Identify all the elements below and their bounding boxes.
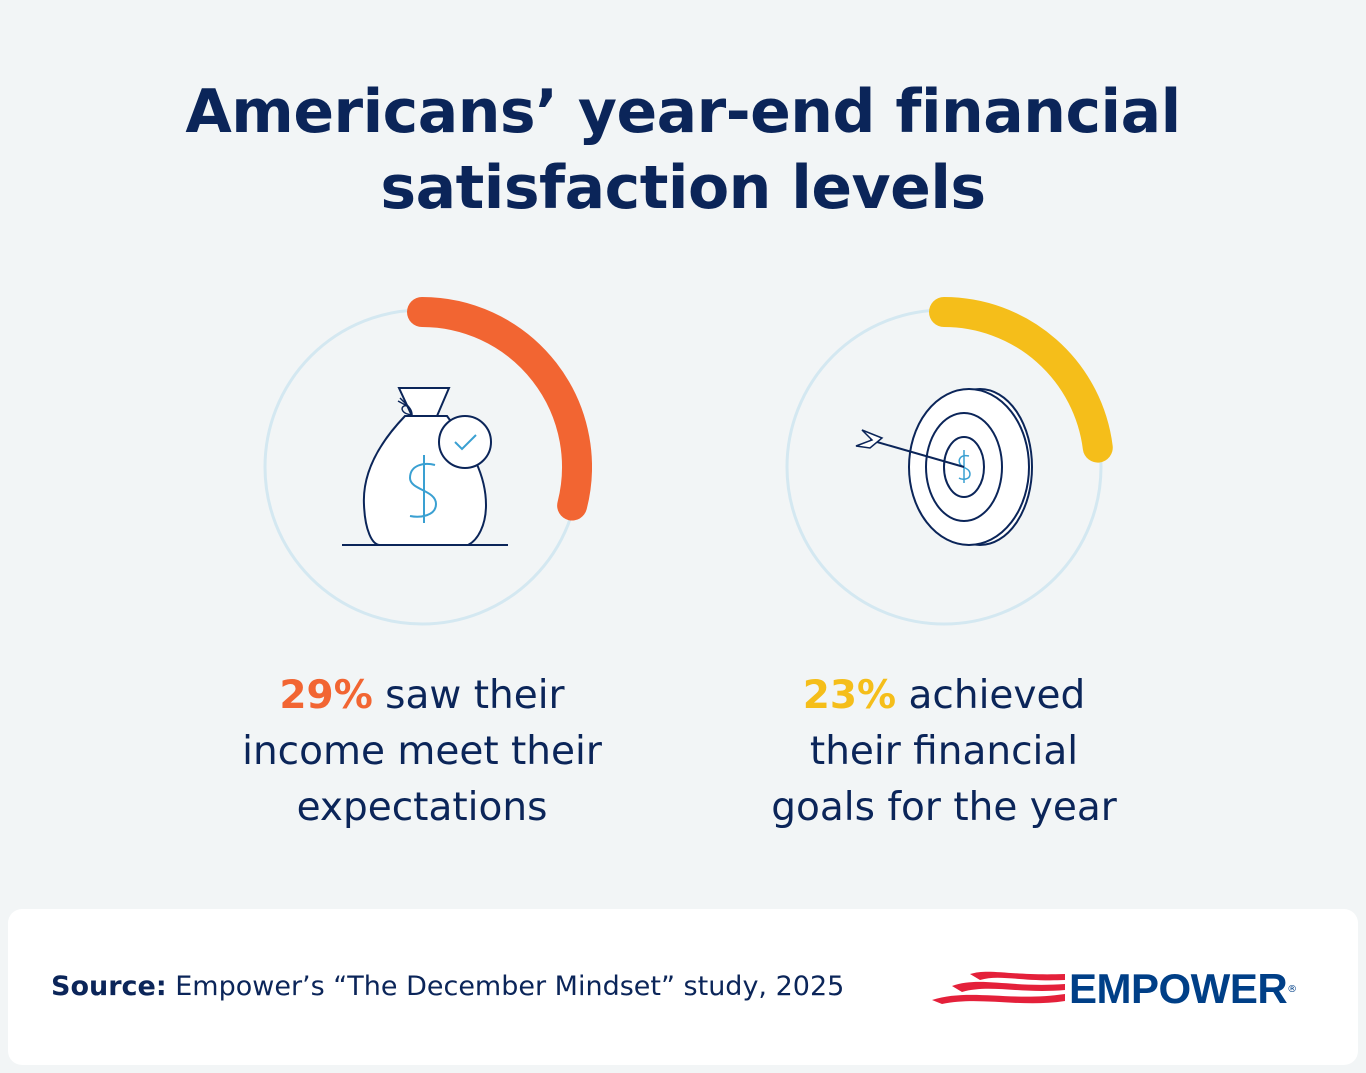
- goals-gauge-svg: [785, 297, 1113, 626]
- income-caption: 29% saw their income meet their expectat…: [202, 668, 642, 836]
- gauge-arc-income: [407, 297, 592, 521]
- goals-percent: 23%: [802, 673, 897, 718]
- logo-registered: ®: [1287, 983, 1298, 995]
- flag-stripes-icon: [932, 971, 1065, 1004]
- income-caption-line-2: income meet their: [242, 729, 602, 774]
- income-caption-line-1: saw their: [372, 673, 565, 718]
- goals-gauge: [774, 290, 1114, 640]
- gauge-arc-goals: [929, 297, 1113, 463]
- goals-caption-line-2: their financial: [809, 729, 1079, 774]
- money-bag-check-icon: [342, 387, 508, 546]
- source-label: Source:: [51, 971, 167, 1002]
- logo-text: EMPOWER: [1069, 965, 1288, 1012]
- footer: Source: Empower’s “The December Mindset”…: [8, 909, 1358, 1065]
- goals-caption: 23% achieved their financial goals for t…: [724, 668, 1164, 836]
- goals-caption-line-3: goals for the year: [771, 785, 1117, 830]
- title-line-2: satisfaction levels: [380, 153, 986, 223]
- source-text: Empower’s “The December Mindset” study, …: [166, 971, 845, 1002]
- title-line-1: Americans’ year-end financial: [185, 77, 1181, 147]
- goals-caption-line-1: achieved: [896, 673, 1086, 718]
- income-percent: 29%: [279, 673, 373, 718]
- page-title: Americans’ year-end financial satisfacti…: [0, 74, 1366, 226]
- target-arrow-icon: [855, 388, 1033, 546]
- income-caption-line-3: expectations: [296, 785, 548, 830]
- empower-logo: EMPOWER ®: [930, 965, 1297, 1013]
- source-note: Source: Empower’s “The December Mindset”…: [51, 971, 844, 1002]
- income-gauge-svg: [263, 297, 592, 626]
- income-gauge: [252, 290, 592, 640]
